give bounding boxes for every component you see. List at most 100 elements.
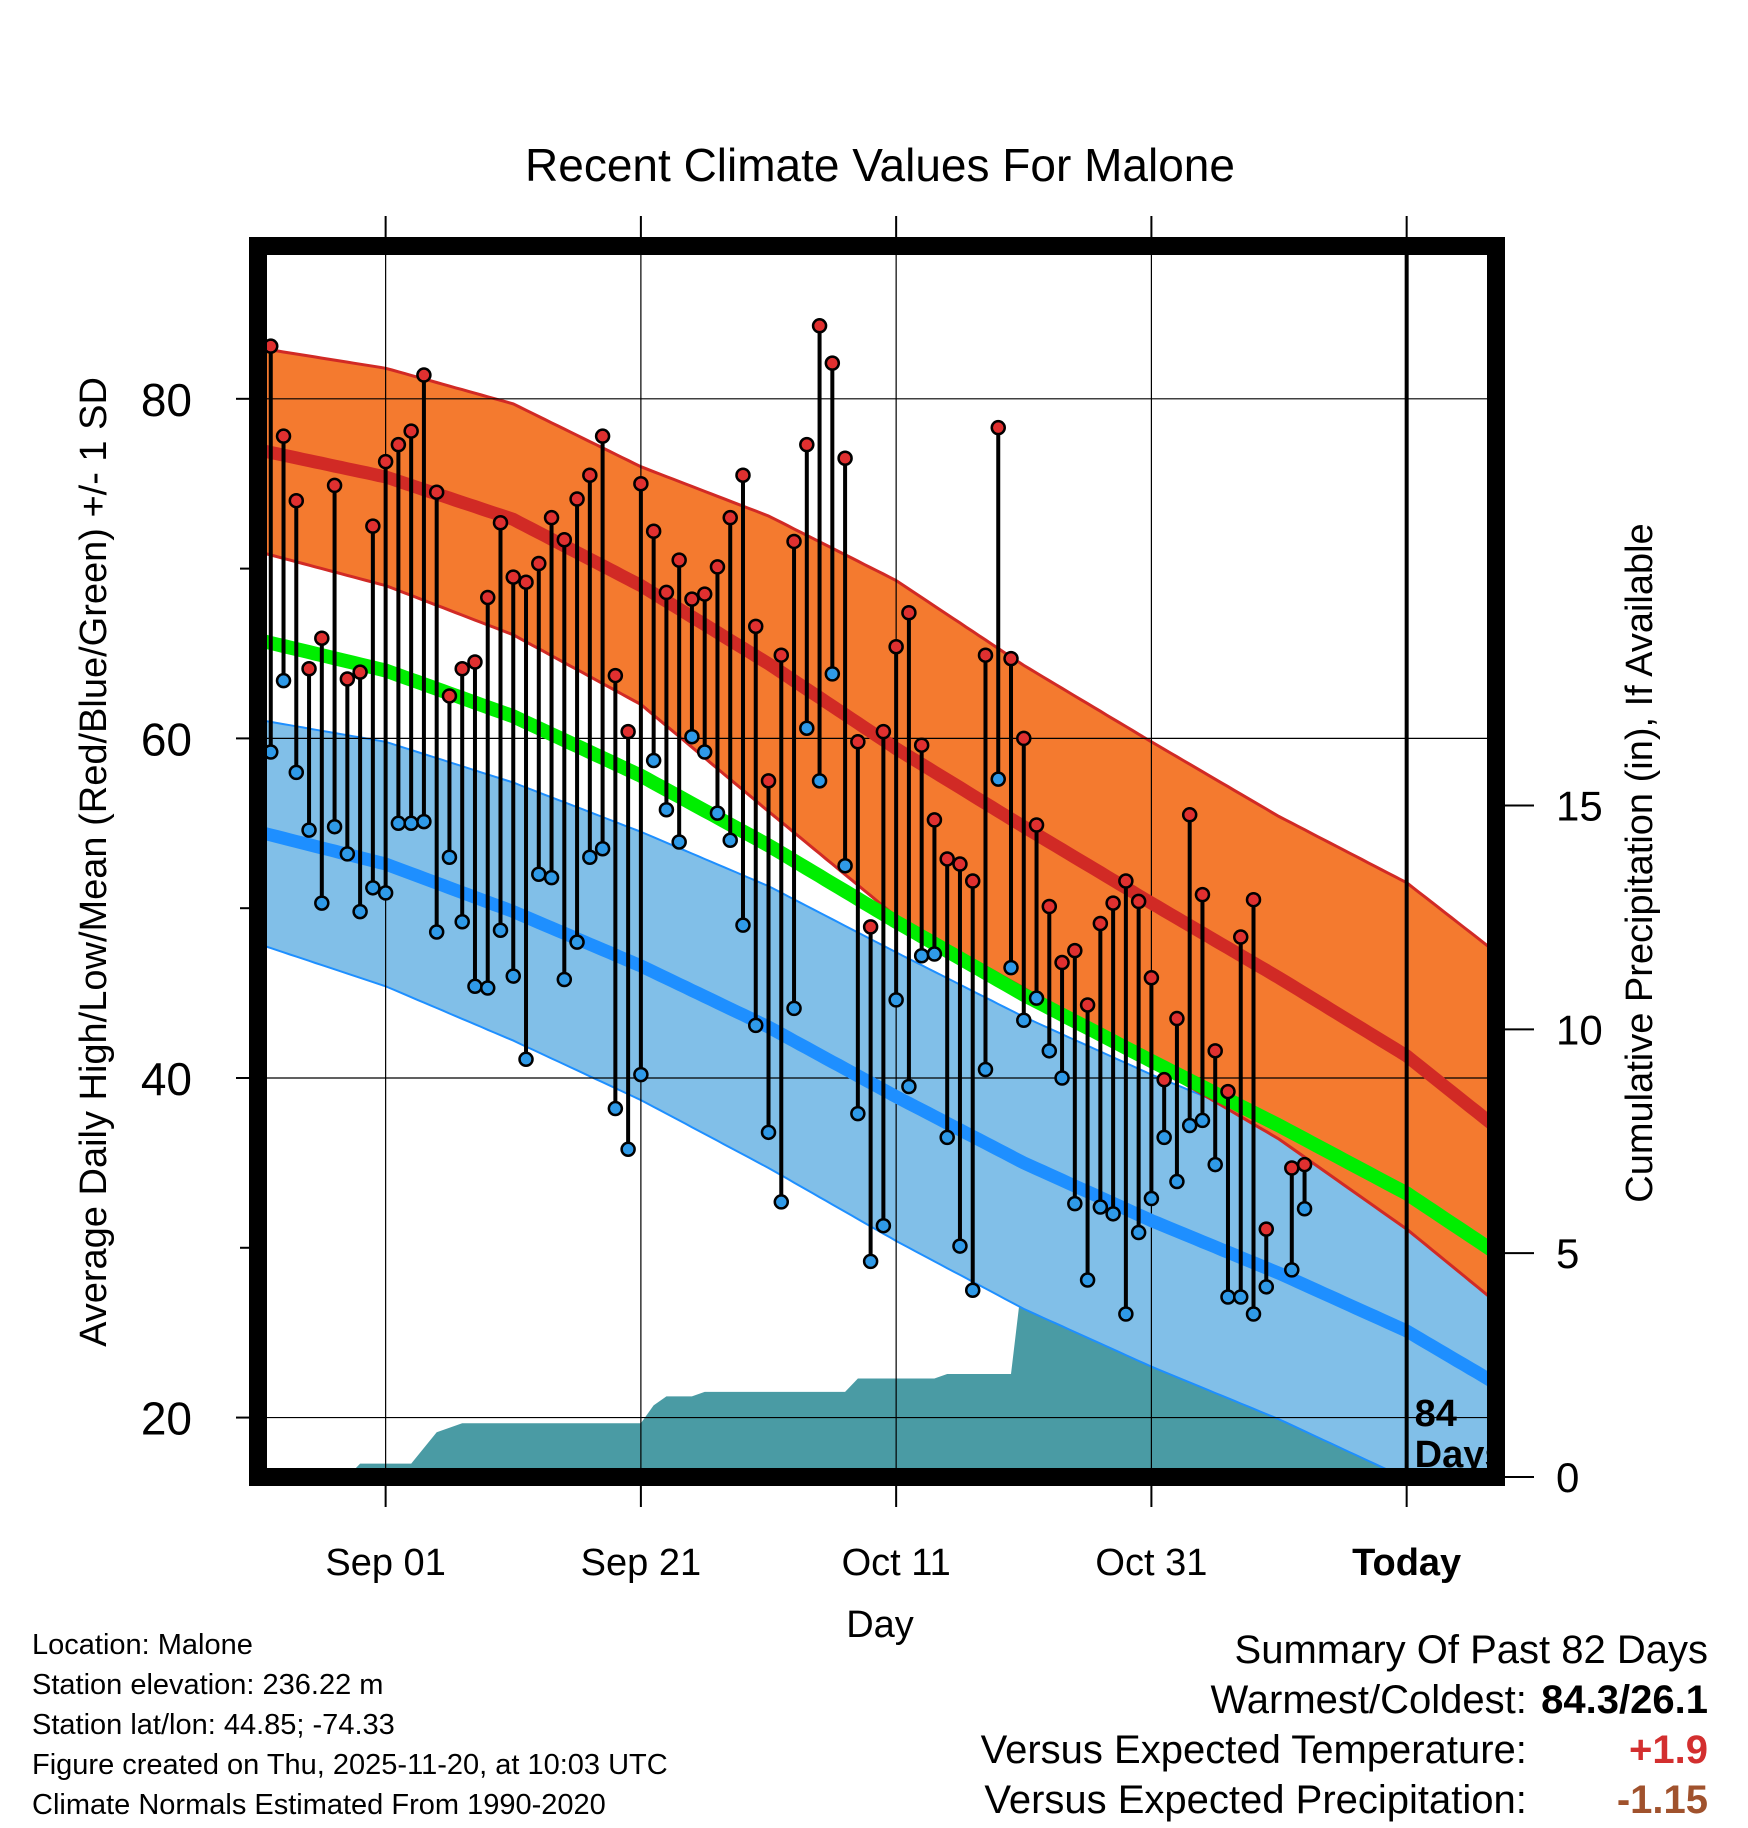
info-normals: Climate Normals Estimated From 1990-2020 [32,1789,606,1821]
daily-low-point [377,885,394,901]
daily-low-point [1220,1289,1236,1305]
daily-low-point [326,818,343,835]
daily-high-point [1194,886,1211,903]
summary-temp: Versus Expected Temperature: +1.9 [981,1725,1708,1775]
daily-high-point [1130,893,1147,910]
high-band-lower-edge [258,550,1496,1304]
info-elevation: Station elevation: 236.22 m [32,1669,384,1701]
daily-high-point [531,555,547,572]
daily-high-point [479,589,496,606]
daily-low-point [467,978,483,995]
daily-high-point [314,630,330,646]
daily-high-point [1028,817,1045,833]
daily-high-point [1041,898,1058,915]
daily-low-point [964,1282,981,1298]
daily-high-point [901,605,917,621]
x-tick-label: Today [1352,1542,1461,1584]
daily-high-point [518,574,534,590]
daily-low-point [1194,1112,1211,1129]
warmest-coldest-value: 84.3/26.1 [1541,1678,1708,1722]
daily-low-point [684,728,700,745]
y2-tick-label: 15 [1556,783,1603,830]
precip-value: -1.15 [1616,1778,1708,1822]
daily-low-point [454,914,470,930]
daily-low-point [314,895,330,911]
daily-low-point [1054,1070,1070,1086]
daily-high-point [467,654,483,670]
daily-low-point [582,849,598,866]
daily-high-point [1232,929,1249,945]
daily-low-point [913,947,930,964]
daily-low-point [1296,1200,1313,1217]
daily-low-point [505,968,522,984]
daily-high-point [1054,954,1070,971]
daily-low-point [556,971,573,988]
daily-low-point [633,1066,649,1083]
y2-tick-label: 5 [1556,1230,1579,1277]
daily-low-point [824,666,841,682]
daily-low-point [365,880,381,896]
daily-low-point [1143,1190,1160,1207]
y-tick-label: 40 [141,1053,192,1105]
daily-high-point [633,475,649,492]
high-sd-band [258,347,1496,1303]
daily-low-point [748,1017,764,1034]
daily-high-point [620,723,636,740]
daily-high-point [1092,915,1109,932]
x-tick-label: Oct 31 [1095,1542,1207,1584]
summary-title: Summary Of Past 82 Days [1234,1628,1708,1672]
y2-tick-label: 10 [1556,1006,1603,1053]
x-tick-label: Sep 21 [581,1542,701,1584]
daily-low-point [416,813,432,830]
daily-low-point [1181,1117,1198,1134]
daily-high-point [339,671,356,687]
daily-high-point [913,737,930,753]
daily-high-point [824,355,841,371]
daily-low-point [607,1100,624,1117]
daily-low-point [1041,1043,1058,1059]
daily-high-point [645,523,662,540]
daily-high-point [365,518,381,534]
daily-high-point [377,453,394,470]
daily-high-point [811,318,828,334]
daily-low-point [1169,1173,1185,1190]
x-tick-label: Oct 11 [842,1542,951,1584]
daily-high-point [735,467,751,483]
daily-low-point [1258,1279,1275,1295]
daily-high-point [288,492,305,509]
daily-low-point [1130,1224,1147,1241]
daily-low-point [620,1141,636,1158]
daily-high-point [492,515,509,531]
daily-high-point [454,661,470,677]
daily-high-point [1143,970,1160,986]
daily-high-point [1169,1010,1185,1027]
daily-high-point [837,450,853,466]
daily-high-point [275,428,292,444]
daily-high-point [1156,1071,1172,1088]
daily-low-point [594,841,611,857]
daily-low-point [301,822,317,838]
daily-low-point [671,834,687,850]
daily-high-point [786,533,802,550]
daily-high-point [850,734,866,750]
high-band-upper-edge [258,346,1496,954]
y-tick-label: 80 [141,374,192,426]
daily-low-point [645,752,662,769]
daily-low-point [1079,1272,1096,1288]
daily-high-point [696,586,713,602]
daily-low-point [799,720,815,736]
daily-low-point [658,801,675,818]
y-tick-label: 60 [141,713,192,765]
daily-low-point [1028,990,1045,1006]
daily-low-point [760,1124,777,1141]
daily-observations [258,318,1313,1322]
daily-low-point [1156,1129,1172,1146]
summary-panel: Summary Of Past 82 Days Warmest/Coldest:… [981,1625,1708,1825]
daily-low-point [569,934,585,950]
daily-high-point [1067,942,1083,959]
daily-high-point [799,436,815,453]
daily-high-point [428,484,445,500]
daily-low-point [811,773,828,789]
normal-low-line [258,825,1496,1390]
